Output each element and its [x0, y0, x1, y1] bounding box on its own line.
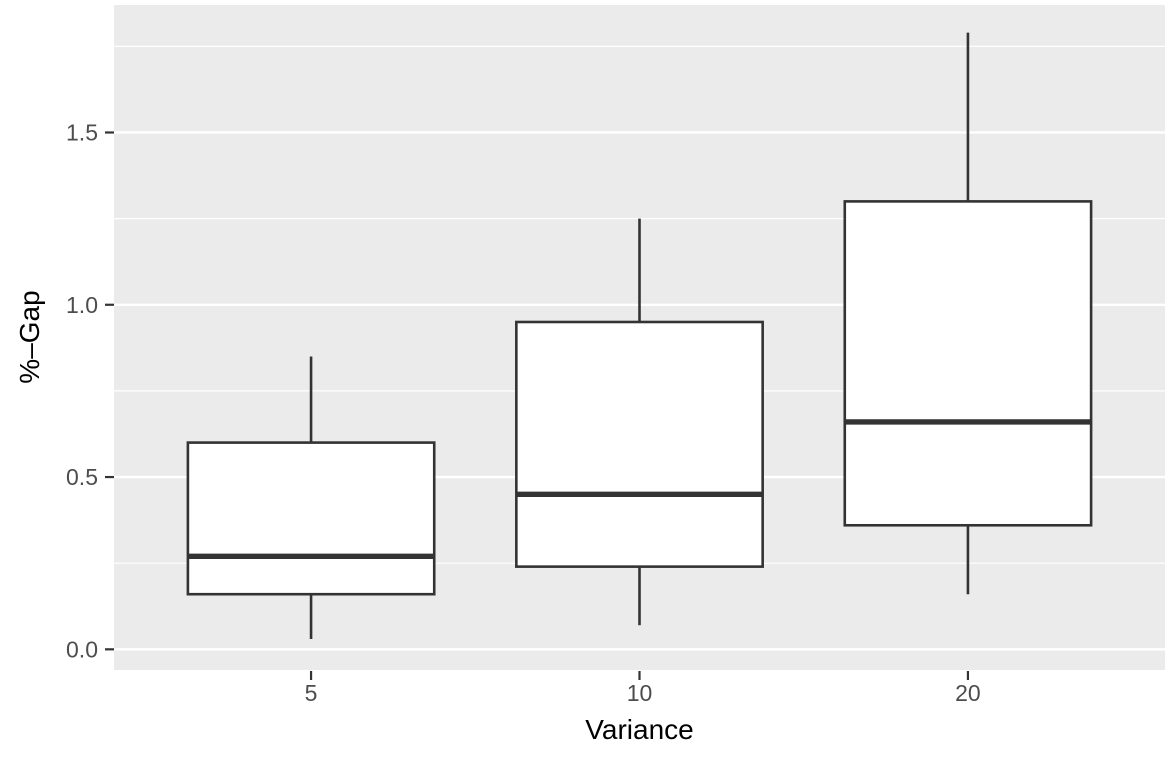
y-tick-label: 0.0	[66, 636, 98, 662]
y-tick-label: 1.0	[66, 292, 98, 318]
x-tick-label: 5	[305, 680, 318, 706]
x-tick-label: 20	[955, 680, 981, 706]
y-tick-label: 0.5	[66, 464, 98, 490]
y-axis-title: %–Gap	[14, 290, 45, 384]
y-tick-label: 1.5	[66, 119, 98, 145]
boxplot-box	[515, 320, 764, 568]
x-axis-title: Variance	[585, 714, 694, 745]
x-tick-label: 10	[627, 680, 653, 706]
boxplot-box	[843, 200, 1093, 527]
boxplot-box	[186, 441, 436, 596]
